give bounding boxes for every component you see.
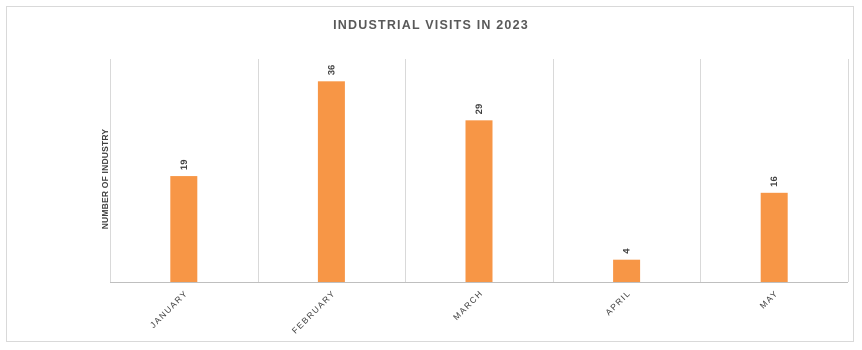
bar-april bbox=[613, 259, 641, 282]
data-label: 19 bbox=[179, 159, 190, 170]
bar-february bbox=[317, 81, 345, 282]
data-label: 36 bbox=[326, 65, 337, 76]
x-tick-label: APRIL bbox=[603, 288, 632, 317]
bar-january bbox=[170, 176, 198, 282]
data-label: 4 bbox=[622, 248, 633, 254]
chart-frame bbox=[6, 6, 854, 342]
bar-may bbox=[760, 192, 788, 282]
data-label: 29 bbox=[474, 104, 485, 115]
x-tick-label: JANUARY bbox=[148, 288, 190, 330]
x-tick-label: MARCH bbox=[451, 288, 485, 322]
chart-title: INDUSTRIAL VISITS IN 2023 bbox=[333, 18, 529, 32]
x-tick-label: MAY bbox=[758, 288, 781, 311]
x-tick-label: FEBRUARY bbox=[290, 288, 338, 336]
bar-march bbox=[465, 120, 493, 282]
data-label: 16 bbox=[769, 176, 780, 187]
